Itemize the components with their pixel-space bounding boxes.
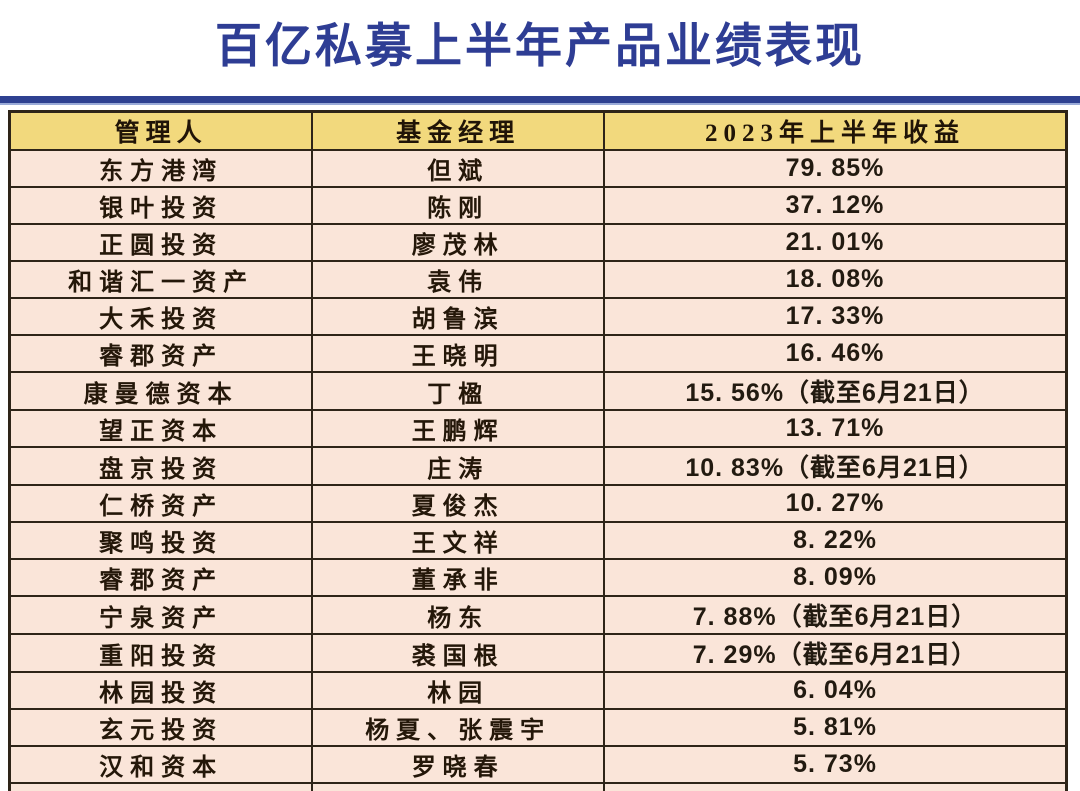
table-row: 睿璞投资 蔡海洪 3. 08% [8,782,1068,791]
return-cell: 5. 73% [603,745,1068,784]
table-header-row: 管理人 基金经理 2023年上半年收益 [8,110,1068,151]
manager-cell: 银叶投资 [8,186,314,225]
return-cell: 10. 27% [603,484,1068,523]
fund-manager-cell: 廖茂林 [311,223,606,262]
manager-cell: 睿郡资产 [8,334,314,373]
col-header-manager: 管理人 [8,110,314,151]
col-header-fund-manager: 基金经理 [311,110,606,151]
return-cell: 7. 88%（截至6月21日） [603,595,1068,635]
table-row: 聚鸣投资 王文祥 8. 22% [8,521,1068,560]
top-divider-bar [0,96,1080,105]
manager-cell: 汉和资本 [8,745,314,784]
return-cell: 37. 12% [603,186,1068,225]
manager-cell: 正圆投资 [8,223,314,262]
return-cell: 8. 22% [603,521,1068,560]
fund-manager-cell: 王晓明 [311,334,606,373]
fund-manager-cell: 杨东 [311,595,606,635]
table-row: 和谐汇一资产 袁伟 18. 08% [8,260,1068,299]
return-cell: 79. 85% [603,149,1068,188]
manager-cell: 仁桥资产 [8,484,314,523]
fund-manager-cell: 裘国根 [311,633,606,673]
fund-manager-cell: 王鹏辉 [311,409,606,448]
return-cell: 5. 81% [603,708,1068,747]
fund-manager-cell: 蔡海洪 [311,782,606,791]
return-cell: 16. 46% [603,334,1068,373]
fund-manager-cell: 罗晓春 [311,745,606,784]
fund-manager-cell: 胡鲁滨 [311,297,606,336]
table-row: 正圆投资 廖茂林 21. 01% [8,223,1068,262]
fund-manager-cell: 丁楹 [311,371,606,411]
fund-manager-cell: 王文祥 [311,521,606,560]
table-row: 银叶投资 陈刚 37. 12% [8,186,1068,225]
return-cell: 6. 04% [603,671,1068,710]
fund-manager-cell: 董承非 [311,558,606,597]
manager-cell: 大禾投资 [8,297,314,336]
return-cell: 8. 09% [603,558,1068,597]
manager-cell: 睿璞投资 [8,782,314,791]
return-cell: 7. 29%（截至6月21日） [603,633,1068,673]
manager-cell: 望正资本 [8,409,314,448]
fund-manager-cell: 林园 [311,671,606,710]
table-row: 盘京投资 庄涛 10. 83%（截至6月21日） [8,446,1068,486]
table-row: 仁桥资产 夏俊杰 10. 27% [8,484,1068,523]
manager-cell: 玄元投资 [8,708,314,747]
table-row: 宁泉资产 杨东 7. 88%（截至6月21日） [8,595,1068,635]
fund-manager-cell: 庄涛 [311,446,606,486]
fund-manager-cell: 陈刚 [311,186,606,225]
table-row: 康曼德资本 丁楹 15. 56%（截至6月21日） [8,371,1068,411]
table-row: 睿郡资产 王晓明 16. 46% [8,334,1068,373]
fund-manager-cell: 杨夏、张震宇 [311,708,606,747]
manager-cell: 宁泉资产 [8,595,314,635]
table-row: 大禾投资 胡鲁滨 17. 33% [8,297,1068,336]
manager-cell: 聚鸣投资 [8,521,314,560]
manager-cell: 盘京投资 [8,446,314,486]
table-row: 睿郡资产 董承非 8. 09% [8,558,1068,597]
manager-cell: 和谐汇一资产 [8,260,314,299]
manager-cell: 林园投资 [8,671,314,710]
return-cell: 13. 71% [603,409,1068,448]
return-cell: 15. 56%（截至6月21日） [603,371,1068,411]
return-cell: 3. 08% [603,782,1068,791]
fund-manager-cell: 但斌 [311,149,606,188]
table-row: 望正资本 王鹏辉 13. 71% [8,409,1068,448]
return-cell: 17. 33% [603,297,1068,336]
fund-manager-cell: 袁伟 [311,260,606,299]
performance-table: 管理人 基金经理 2023年上半年收益 东方港湾 但斌 79. 85% 银叶投资… [8,110,1068,791]
return-cell: 10. 83%（截至6月21日） [603,446,1068,486]
fund-manager-cell: 夏俊杰 [311,484,606,523]
table-row: 汉和资本 罗晓春 5. 73% [8,745,1068,784]
performance-table-container: 管理人 基金经理 2023年上半年收益 东方港湾 但斌 79. 85% 银叶投资… [8,110,1068,791]
page-title: 百亿私募上半年产品业绩表现 [215,19,865,72]
manager-cell: 康曼德资本 [8,371,314,411]
table-row: 林园投资 林园 6. 04% [8,671,1068,710]
return-cell: 18. 08% [603,260,1068,299]
manager-cell: 睿郡资产 [8,558,314,597]
return-cell: 21. 01% [603,223,1068,262]
table-row: 重阳投资 裘国根 7. 29%（截至6月21日） [8,633,1068,673]
col-header-return: 2023年上半年收益 [603,110,1068,151]
manager-cell: 东方港湾 [8,149,314,188]
table-row: 玄元投资 杨夏、张震宇 5. 81% [8,708,1068,747]
table-row: 东方港湾 但斌 79. 85% [8,149,1068,188]
manager-cell: 重阳投资 [8,633,314,673]
